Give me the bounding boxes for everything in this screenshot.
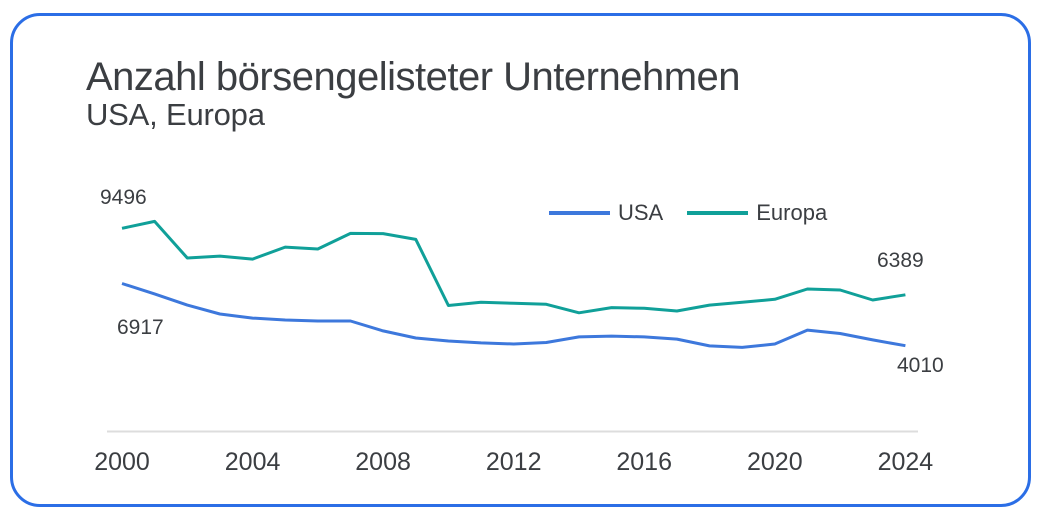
legend-label-europa: Europa [756,200,828,225]
chart-subtitle: USA, Europa [86,97,265,132]
data-label-europa-2024: 6389 [877,249,924,272]
legend: USA Europa [549,200,827,226]
legend-item-europa[interactable]: Europa [687,200,827,226]
data-label-usa-2024: 4010 [897,354,944,377]
data-label-usa-2000: 6917 [117,316,164,339]
europa-line-swatch-icon [687,211,749,215]
data-label-europa-2000: 9496 [100,186,147,209]
chart-title: Anzahl börsengelisteter Unternehmen [86,55,741,99]
legend-label-usa: USA [618,200,664,225]
usa-line-swatch-icon [549,211,610,215]
legend-item-usa[interactable]: USA [549,200,663,226]
